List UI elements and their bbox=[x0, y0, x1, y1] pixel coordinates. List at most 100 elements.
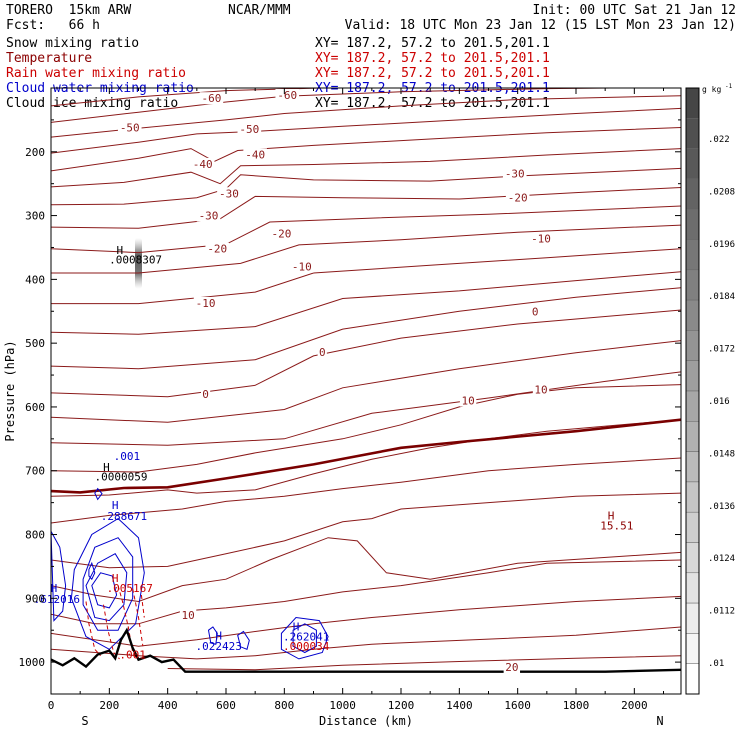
rain-water-contour bbox=[117, 585, 138, 660]
colorbar-bin bbox=[685, 602, 700, 634]
x-tick-label: 600 bbox=[216, 699, 236, 712]
terrain-line bbox=[51, 627, 681, 673]
temperature-contour bbox=[51, 595, 681, 647]
temperature-contour bbox=[167, 655, 681, 671]
colorbar-bin bbox=[685, 299, 700, 331]
cloud-water-contour bbox=[237, 630, 250, 650]
colorbar-tick-label: .0148 bbox=[708, 449, 735, 459]
contour-label-bg bbox=[243, 148, 267, 161]
extremum-annotation: .000034 bbox=[283, 640, 330, 653]
contour-label-bg bbox=[317, 346, 327, 359]
temperature-contour bbox=[51, 224, 681, 274]
contour-label: -20 bbox=[207, 243, 227, 256]
x-tick-label: 800 bbox=[274, 699, 294, 712]
extremum-annotation: H bbox=[51, 582, 58, 595]
field-coords-snow: XY= 187.2, 57.2 to 201.5,201.1 bbox=[315, 36, 550, 51]
extremum-annotation: H bbox=[215, 629, 222, 642]
colorbar-tick-label: .022 bbox=[708, 135, 730, 145]
contour-label-bg bbox=[237, 122, 262, 135]
temperature-contour bbox=[51, 167, 681, 206]
temperature-contour bbox=[51, 271, 681, 335]
contour-label: -10 bbox=[531, 233, 551, 246]
temperature-contour bbox=[51, 457, 681, 524]
field-label-temperature: Temperature bbox=[6, 51, 93, 66]
contour-label: -60 bbox=[201, 92, 221, 105]
extremum-annotation: H bbox=[112, 572, 119, 585]
contour-label: 10 bbox=[461, 395, 474, 408]
colorbar-bin bbox=[685, 239, 700, 271]
temperature-contour bbox=[51, 384, 681, 473]
plot-frame bbox=[50, 87, 682, 695]
colorbar-bin bbox=[685, 360, 700, 392]
extremum-annotation: .0008307 bbox=[109, 254, 162, 267]
colorbar-bin bbox=[685, 511, 700, 543]
y-tick-label: 400 bbox=[25, 273, 45, 286]
south-end-label: S bbox=[81, 714, 88, 728]
contour-label-bg bbox=[290, 260, 314, 273]
extremum-annotation: .288671 bbox=[101, 510, 147, 523]
temperature-contour bbox=[51, 371, 681, 446]
contour-label: -50 bbox=[120, 122, 140, 135]
rain-water-contour bbox=[140, 595, 145, 618]
center-title: NCAR/MMM bbox=[228, 3, 291, 18]
y-tick-label: 700 bbox=[25, 465, 45, 478]
contour-label: -30 bbox=[219, 187, 239, 200]
temperature-contour bbox=[51, 492, 681, 569]
colorbar-bin bbox=[685, 663, 700, 695]
temperature-contour bbox=[51, 537, 681, 603]
extremum-annotation: .612016 bbox=[34, 593, 80, 606]
extremum-annotation: .005167 bbox=[107, 582, 153, 595]
contour-label: -50 bbox=[239, 123, 259, 136]
field-label-rain: Rain water mixing ratio bbox=[6, 66, 187, 81]
temperature-contour bbox=[51, 309, 681, 398]
colorbar-tick-label: .0208 bbox=[708, 187, 735, 197]
extremum-annotation: .001 bbox=[119, 648, 146, 661]
contour-label: -10 bbox=[196, 297, 216, 310]
field-coords-rain: XY= 187.2, 57.2 to 201.5,201.1 bbox=[315, 66, 550, 81]
extremum-annotation: H bbox=[112, 499, 119, 512]
field-label-cloud-ice: Cloud ice mixing ratio bbox=[6, 96, 179, 111]
x-tick-label: 1200 bbox=[388, 699, 415, 712]
extremum-annotation: .001 bbox=[114, 450, 141, 463]
colorbar-bin bbox=[685, 451, 700, 483]
y-tick-label: 1000 bbox=[19, 656, 46, 669]
colorbar-bin bbox=[685, 269, 700, 301]
contour-label: -30 bbox=[199, 210, 219, 223]
temperature-contour bbox=[51, 340, 681, 423]
contour-label-bg bbox=[502, 167, 527, 180]
x-tick-label: 1000 bbox=[329, 699, 356, 712]
colorbar-unit: g kg bbox=[702, 85, 721, 94]
colorbar-bin bbox=[685, 208, 700, 240]
cloud-water-contour bbox=[51, 531, 67, 622]
colorbar-tick-label: .0196 bbox=[708, 240, 735, 250]
y-tick-label: 900 bbox=[25, 592, 45, 605]
y-tick-label: 300 bbox=[25, 210, 45, 223]
contour-label: 0 bbox=[532, 305, 539, 318]
temperature-contour bbox=[51, 127, 681, 172]
colorbar-frame bbox=[685, 87, 700, 695]
contour-label: -10 bbox=[292, 261, 312, 274]
colorbar-tick-label: .0136 bbox=[708, 502, 735, 512]
cloud-water-contour bbox=[82, 537, 134, 631]
contour-label: 10 bbox=[534, 384, 547, 397]
contour-label-bg bbox=[269, 227, 294, 240]
colorbar-bin bbox=[685, 178, 700, 210]
contour-label-bg bbox=[190, 157, 215, 170]
freezing-level-line bbox=[51, 418, 681, 494]
model-title: TORERO 15km ARW bbox=[6, 3, 132, 18]
contour-label: -20 bbox=[508, 192, 528, 205]
colorbar-bin bbox=[685, 572, 700, 604]
contour-label-bg bbox=[217, 187, 241, 200]
temperature-contour bbox=[51, 559, 681, 625]
cloud-water-contour bbox=[94, 487, 103, 501]
extremum-annotation: H bbox=[608, 509, 615, 522]
extremum-annotation: .0000059 bbox=[95, 470, 148, 483]
contour-label-bg bbox=[196, 209, 221, 222]
cloud-water-contour bbox=[207, 626, 218, 645]
extremum-annotation: .262041 bbox=[283, 631, 329, 644]
extremum-annotation: H bbox=[293, 620, 300, 633]
y-axis-label: Pressure (hPa) bbox=[3, 340, 17, 441]
colorbar-tick-label: .01 bbox=[708, 659, 724, 669]
cloud-water-contour bbox=[85, 553, 128, 622]
